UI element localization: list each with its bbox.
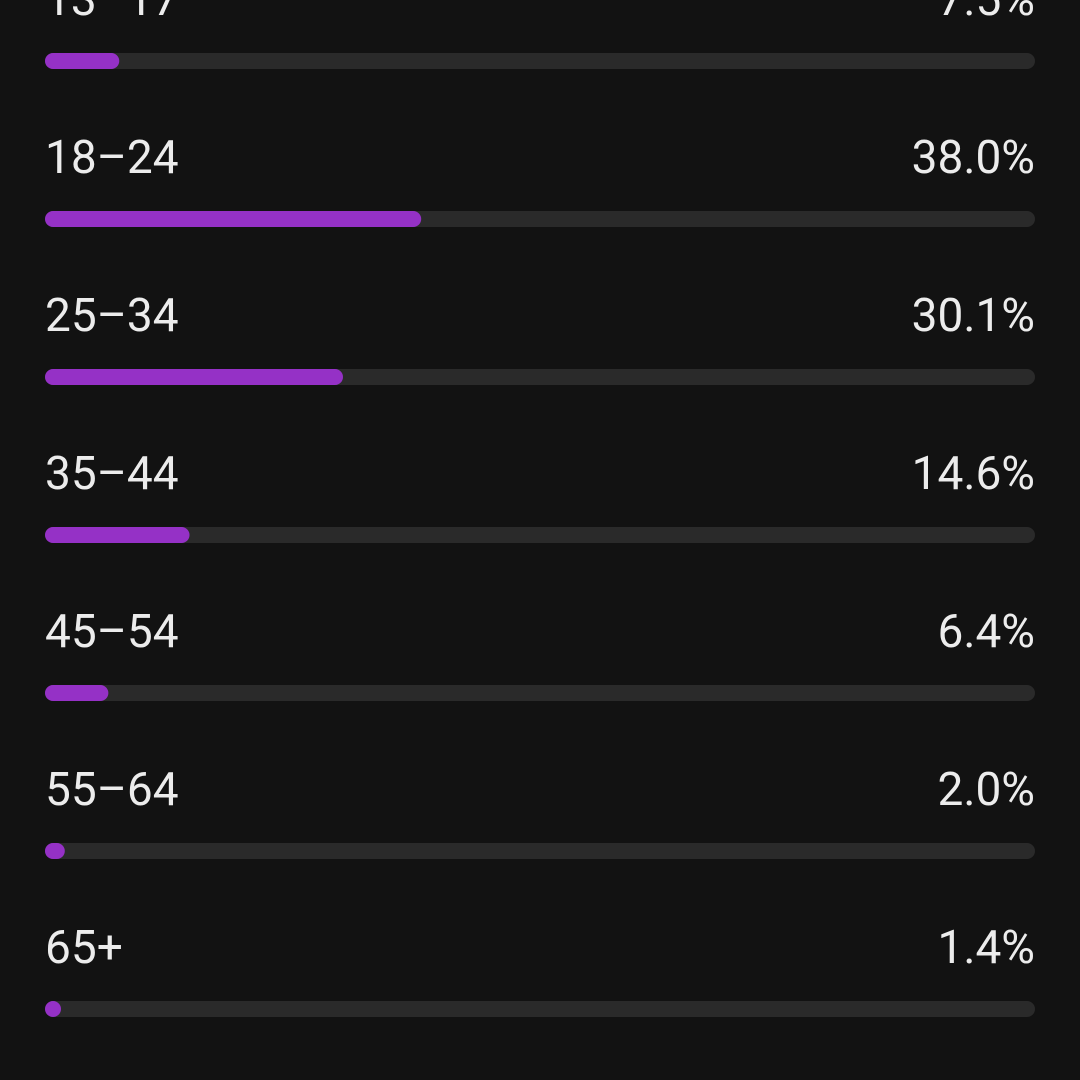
bar — [45, 843, 65, 859]
category-label: 13–17 — [45, 0, 179, 27]
bar — [45, 685, 109, 701]
value-label: 30.1% — [912, 289, 1035, 343]
bar — [45, 1001, 61, 1017]
category-label: 45–54 — [45, 605, 179, 659]
value-label: 6.4% — [937, 605, 1035, 659]
bar — [45, 211, 422, 227]
bar-track — [45, 1001, 1035, 1017]
value-label: 1.4% — [937, 921, 1035, 975]
category-label: 18–24 — [45, 131, 179, 185]
bar-track — [45, 685, 1035, 701]
bar-track — [45, 843, 1035, 859]
category-label: 35–44 — [45, 447, 179, 501]
bar — [45, 527, 190, 543]
value-label: 14.6% — [912, 447, 1035, 501]
category-label: 25–34 — [45, 289, 179, 343]
bar-track — [45, 53, 1035, 69]
value-label: 7.5% — [937, 0, 1035, 27]
value-label: 2.0% — [937, 763, 1035, 817]
bar — [45, 369, 343, 385]
bar-track — [45, 527, 1035, 543]
value-label: 38.0% — [912, 131, 1035, 185]
category-label: 55–64 — [45, 763, 179, 817]
bar — [45, 53, 120, 69]
category-label: 65+ — [45, 921, 123, 975]
